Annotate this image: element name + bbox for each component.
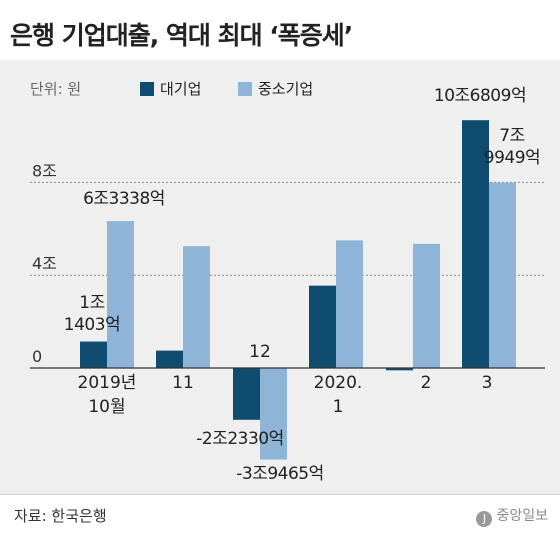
bar-sme-0 [107, 221, 134, 368]
legend-label-sme: 중소기업 [258, 80, 314, 98]
x-tick-label-2-0: 12 [249, 342, 271, 362]
x-tick-label-1-0: 11 [172, 373, 194, 393]
brand-name: 중앙일보 [496, 508, 548, 524]
bar-sme-3 [336, 240, 363, 368]
bar-sme-1 [183, 246, 210, 368]
brand-mark-icon: J [476, 511, 493, 527]
data-label-5-1: 9949억 [484, 148, 540, 168]
data-label-1-0: 6조3338억 [83, 189, 165, 209]
x-tick-label-3-1: 1 [333, 397, 344, 417]
y-tick-label-2: 8조 [32, 161, 57, 180]
data-label-0-1: 1403억 [64, 315, 120, 335]
x-tick-label-3-0: 2020. [314, 373, 363, 393]
bar-large-2 [233, 368, 260, 420]
x-tick-label-5-0: 3 [482, 373, 493, 393]
brand-logo: J 중앙일보 [476, 505, 548, 527]
bar-large-4 [386, 368, 413, 371]
bar-sme-4 [413, 243, 440, 368]
data-label-5-0: 7조 [499, 126, 524, 146]
data-label-2-0: -2조2330억 [196, 429, 284, 449]
data-label-0-0: 1조 [79, 293, 104, 313]
bar-large-5 [462, 120, 489, 368]
x-tick-label-0-1: 10월 [88, 397, 125, 417]
data-label-4-0: 10조6809억 [434, 86, 526, 106]
legend-item-large: 대기업 [140, 78, 201, 99]
chart-title: 은행 기업대출, 역대 최대 ‘폭증세’ [10, 21, 353, 50]
bar-large-3 [309, 285, 336, 368]
bar-sme-2 [260, 368, 287, 460]
unit-label: 단위: 원 [30, 80, 82, 98]
source-note: 자료: 한국은행 [14, 507, 107, 525]
x-tick-label-4-0: 2 [421, 373, 432, 393]
bar-sme-5 [489, 182, 516, 368]
legend-label-large: 대기업 [160, 80, 202, 98]
legend-item-sme: 중소기업 [238, 78, 313, 99]
y-tick-label-0: 0 [32, 347, 42, 366]
y-tick-label-1: 4조 [32, 254, 57, 273]
x-tick-label-0-0: 2019년 [78, 373, 137, 393]
bar-large-0 [80, 341, 107, 368]
legend-swatch-sme [238, 82, 252, 96]
data-label-3-0: -3조9465억 [236, 464, 324, 484]
footer-divider [0, 494, 560, 495]
legend-swatch-large [140, 82, 154, 96]
bar-large-1 [156, 350, 183, 368]
